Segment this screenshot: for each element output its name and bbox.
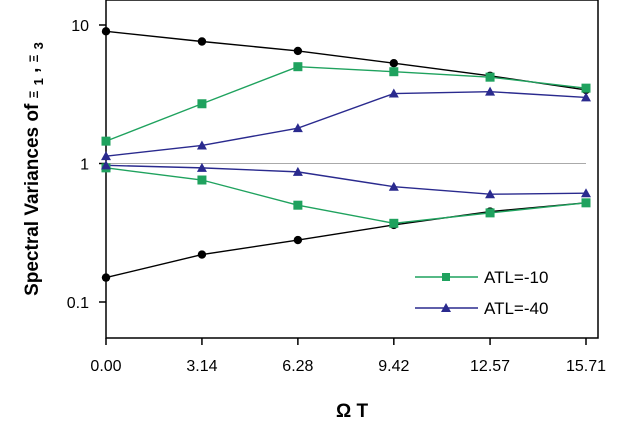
plot-area-frame — [105, 0, 599, 339]
x-tick-label: 3.14 — [186, 358, 217, 375]
x-tick-label: 9.42 — [378, 358, 409, 375]
tick-marks — [99, 24, 587, 345]
data-point-k_dn-2 — [293, 235, 303, 245]
data-point-k_dn-0 — [101, 273, 111, 282]
x-tick-label: 0.00 — [90, 358, 121, 375]
data-point-g_dn-1 — [197, 175, 207, 185]
legend-marker-atl-40 — [441, 303, 451, 312]
y-axis-title: Spectral Variances of Ξ 1 , Ξ 3 — [22, 42, 48, 296]
data-point-b_dn-4 — [485, 189, 496, 199]
y-axis-title-symbol-2: Ξ — [27, 54, 41, 62]
y-axis-title-symbol-1: Ξ — [27, 90, 41, 98]
data-point-b_dn-5 — [581, 188, 591, 198]
data-point-b_dn-0 — [101, 160, 111, 170]
data-point-k_up-0 — [101, 27, 111, 36]
data-point-k_dn-1 — [197, 250, 207, 259]
data-point-g_up-3 — [389, 67, 399, 77]
series-line-b_up — [105, 90, 587, 157]
data-point-g_dn-5 — [581, 198, 591, 208]
data-point-k_up-1 — [197, 37, 207, 46]
y-axis-title-subscript-2: 3 — [31, 42, 46, 49]
data-point-g_dn-4 — [485, 208, 495, 218]
series-line-g_dn — [105, 167, 587, 225]
legend: ATL=-10 ATL=-40 — [415, 268, 548, 318]
x-tick-label: 15.71 — [566, 358, 606, 375]
data-point-g_up-4 — [485, 72, 495, 82]
data-point-b_dn-3 — [388, 181, 399, 191]
data-point-b_up-0 — [101, 151, 111, 161]
data-point-b_up-5 — [581, 92, 591, 102]
series-line-k_dn — [105, 202, 587, 279]
legend-marker-atl-10 — [442, 273, 450, 281]
x-axis-title: Ω T — [336, 401, 369, 422]
series-line-b_dn — [105, 164, 587, 195]
series-line-k_up — [105, 30, 587, 91]
data-point-g_up-1 — [197, 99, 207, 109]
data-point-g_up-0 — [101, 136, 111, 146]
y-axis-title-subscript-1: 1 — [31, 78, 46, 85]
y-tick-labels: 0.1 1 10 — [67, 18, 89, 312]
y-axis-title-separator: , — [22, 62, 43, 73]
series-markers — [101, 27, 591, 282]
x-tick-labels: 0.00 3.14 6.28 9.42 12.57 15.71 — [90, 358, 606, 375]
data-point-b_up-2 — [292, 123, 303, 133]
y-axis-title-prefix: Spectral Variances of — [22, 103, 43, 296]
data-point-g_up-2 — [293, 62, 303, 72]
data-point-g_up-5 — [581, 83, 591, 93]
y-tick-label: 1 — [80, 157, 89, 174]
legend-label-atl-10: ATL=-10 — [484, 268, 548, 287]
data-point-b_up-3 — [388, 88, 399, 98]
x-tick-label: 12.57 — [470, 358, 510, 375]
data-point-g_dn-3 — [389, 218, 399, 228]
data-point-b_up-1 — [196, 140, 207, 150]
series-lines — [105, 30, 587, 279]
y-tick-label: 0.1 — [67, 295, 89, 312]
data-point-b_dn-2 — [292, 166, 303, 176]
data-point-b_dn-1 — [196, 162, 207, 172]
data-point-g_dn-2 — [293, 200, 303, 210]
data-point-k_up-3 — [389, 58, 399, 68]
series-line-g_up — [105, 65, 587, 142]
data-point-k_up-2 — [293, 46, 303, 56]
x-tick-label: 6.28 — [282, 358, 313, 375]
data-point-b_up-4 — [485, 86, 496, 96]
y-tick-label: 10 — [71, 18, 89, 35]
legend-label-atl-40: ATL=-40 — [484, 299, 548, 318]
